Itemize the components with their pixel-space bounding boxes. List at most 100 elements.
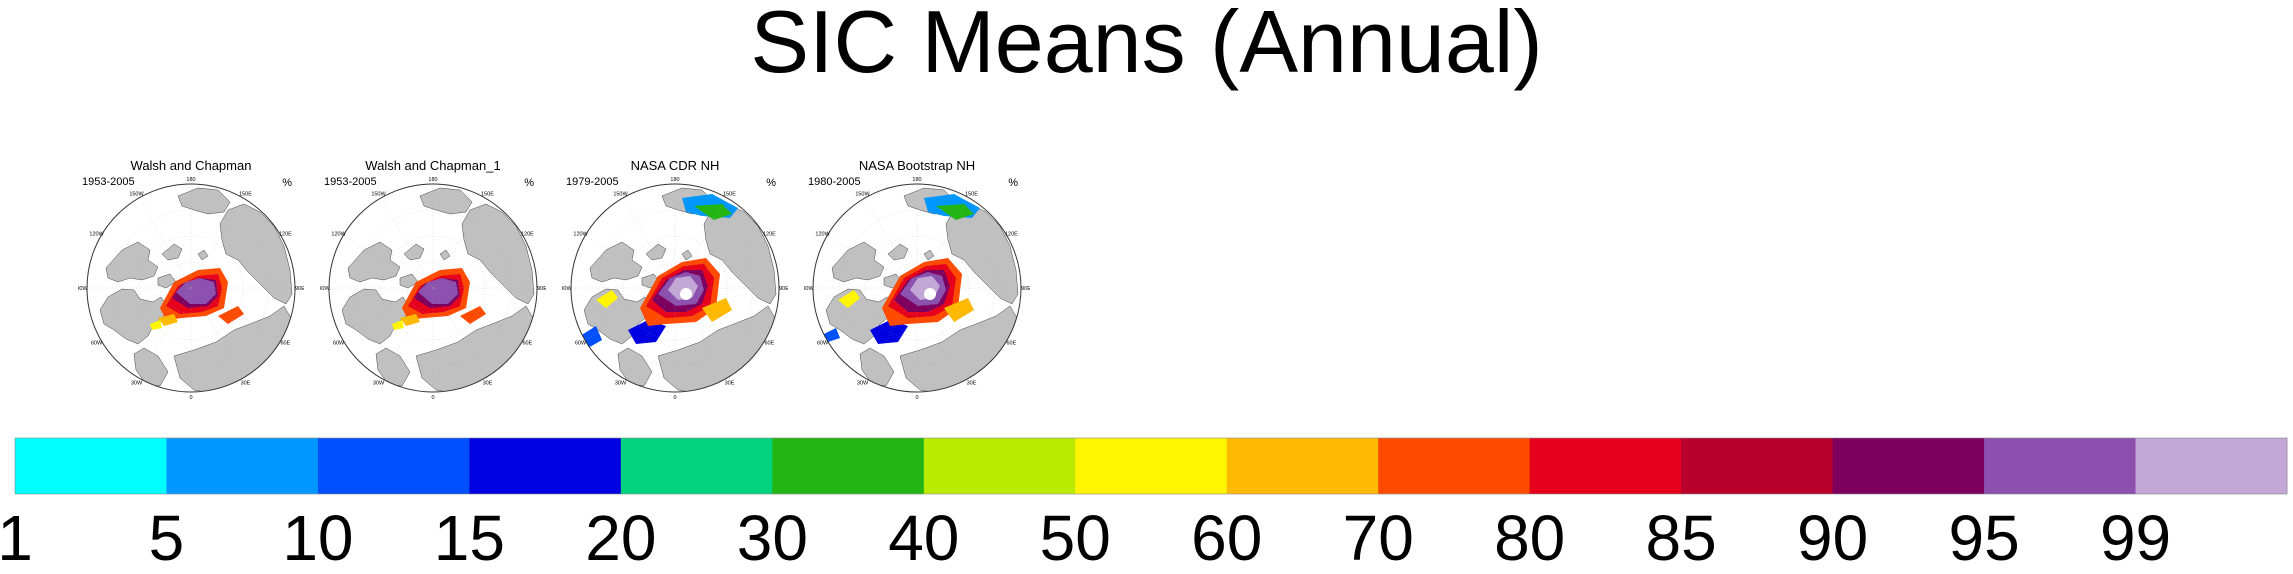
map-boundary [812,183,1022,393]
polar-map: 180 150E 120E 90E 60E 30E 0 30W 60W 90W 120W 150W [804,177,1030,401]
land-mass [617,347,653,387]
longitude-label: 60E [522,341,532,347]
longitude-label: 150E [723,192,736,198]
land-mass [347,241,401,283]
graticule-meridian [432,197,486,289]
colorbar-tick-label: 70 [1343,502,1414,569]
ice-band [176,278,216,304]
graticule-meridian [864,287,918,379]
longitude-label: 0 [673,395,676,401]
colorbar-bin [166,438,319,494]
land-mass [375,347,411,387]
panel-period: 1953-2005 [82,176,135,188]
graticule-meridian [138,197,192,289]
map-boundary [86,183,296,393]
longitude-label: 90W [804,286,814,292]
longitude-label: 120W [815,232,830,238]
land-mass [589,241,643,283]
longitude-label: 180 [186,177,195,183]
panel-units: % [1008,177,1018,189]
ice-band [628,320,666,344]
longitude-label: 90E [295,286,304,292]
colorbar-bin [1832,438,1985,494]
ice-band [838,290,860,308]
land-mass [681,249,693,261]
longitude-label: 90W [562,286,572,292]
colorbar-tick-label: 85 [1646,502,1717,569]
graticule-meridian [432,287,486,379]
graticule-meridian [584,287,676,341]
longitude-label: 150E [239,192,252,198]
graticule-meridian [584,235,676,289]
colorbar: 1 5 10 15 20 30 40 50 60 70 80 85 90 95 99 [0,430,2293,574]
land-mass [887,243,909,261]
land-mass [923,249,935,261]
graticule-meridian [190,197,244,289]
map-panel-nasa-cdr-nh: 180 150E 120E 90E 60E 30E 0 30W 60W 90W 120W 150W N… [562,158,788,408]
graticule-meridian [100,235,192,289]
graticule-meridian [674,235,766,289]
colorbar-bin [1226,438,1379,494]
longitude-label: 90W [78,286,88,292]
ice-band [400,314,420,326]
longitude-label: 120E [279,232,292,238]
longitude-label: 150W [129,192,144,198]
panel-units: % [524,177,534,189]
longitude-label: 120E [763,232,776,238]
land-mass [945,203,1019,305]
longitude-label: 90E [1021,286,1030,292]
longitude-label: 30E [967,380,977,386]
ice-band [870,320,908,344]
ice-band [392,320,404,330]
ice-band [596,290,618,308]
polar-map: 180 150E 120E 90E 60E 30E 0 30W 60W 90W 120W 150W [320,177,546,401]
ice-band [824,328,840,342]
longitude-label: 60W [333,341,345,347]
map-boundary [570,183,780,393]
land-mass [157,273,177,289]
colorbar-tick-label: 30 [737,502,808,569]
longitude-label: 90E [537,286,546,292]
colorbar-bin [469,438,622,494]
longitude-label: 60E [1006,341,1016,347]
colorbar-border [14,437,2288,495]
longitude-label: 60E [280,341,290,347]
panel-period: 1980-2005 [808,176,861,188]
ice-band [218,306,244,324]
ice-band [944,298,974,322]
colorbar-tick-label: 15 [434,502,505,569]
ice-band [936,204,974,220]
land-mass [133,347,169,387]
ice-band [150,320,162,330]
colorbar-svg: 1 5 10 15 20 30 40 50 60 70 80 85 90 95 99 [0,437,2288,574]
longitude-label: 0 [431,395,434,401]
longitude-label: 180 [912,177,921,183]
map-content [87,184,295,392]
graticule-meridian [138,287,192,379]
land-mass [461,203,535,305]
longitude-label: 120W [573,232,588,238]
longitude-label: 60W [817,341,829,347]
polar-map: 180 150E 120E 90E 60E 30E 0 30W 60W 90W 120W 150W [562,177,788,401]
graticule-meridian [342,287,434,341]
panel-title: NASA Bootstrap NH [858,158,976,173]
graticule-meridian [380,287,434,379]
land-mass [703,203,777,305]
colorbar-bin [1681,438,1834,494]
colorbar-tick-label: 1 [0,502,33,569]
map-content [571,184,779,392]
colorbar-tick-label: 50 [1040,502,1111,569]
panel-title: NASA CDR NH [630,158,720,173]
graticule-meridian [100,287,192,341]
chart-title: SIC Means (Annual) [750,0,1543,91]
land-mass [105,241,159,283]
land-mass [161,243,183,261]
colorbar-bin [15,438,167,494]
land-mass [645,243,667,261]
colorbar-tick-label: 20 [585,502,656,569]
longitude-label: 60W [91,341,103,347]
map-content [813,184,1021,392]
longitude-label: 90W [320,286,330,292]
panel-period: 1953-2005 [324,176,377,188]
colorbar-bin [1075,438,1228,494]
